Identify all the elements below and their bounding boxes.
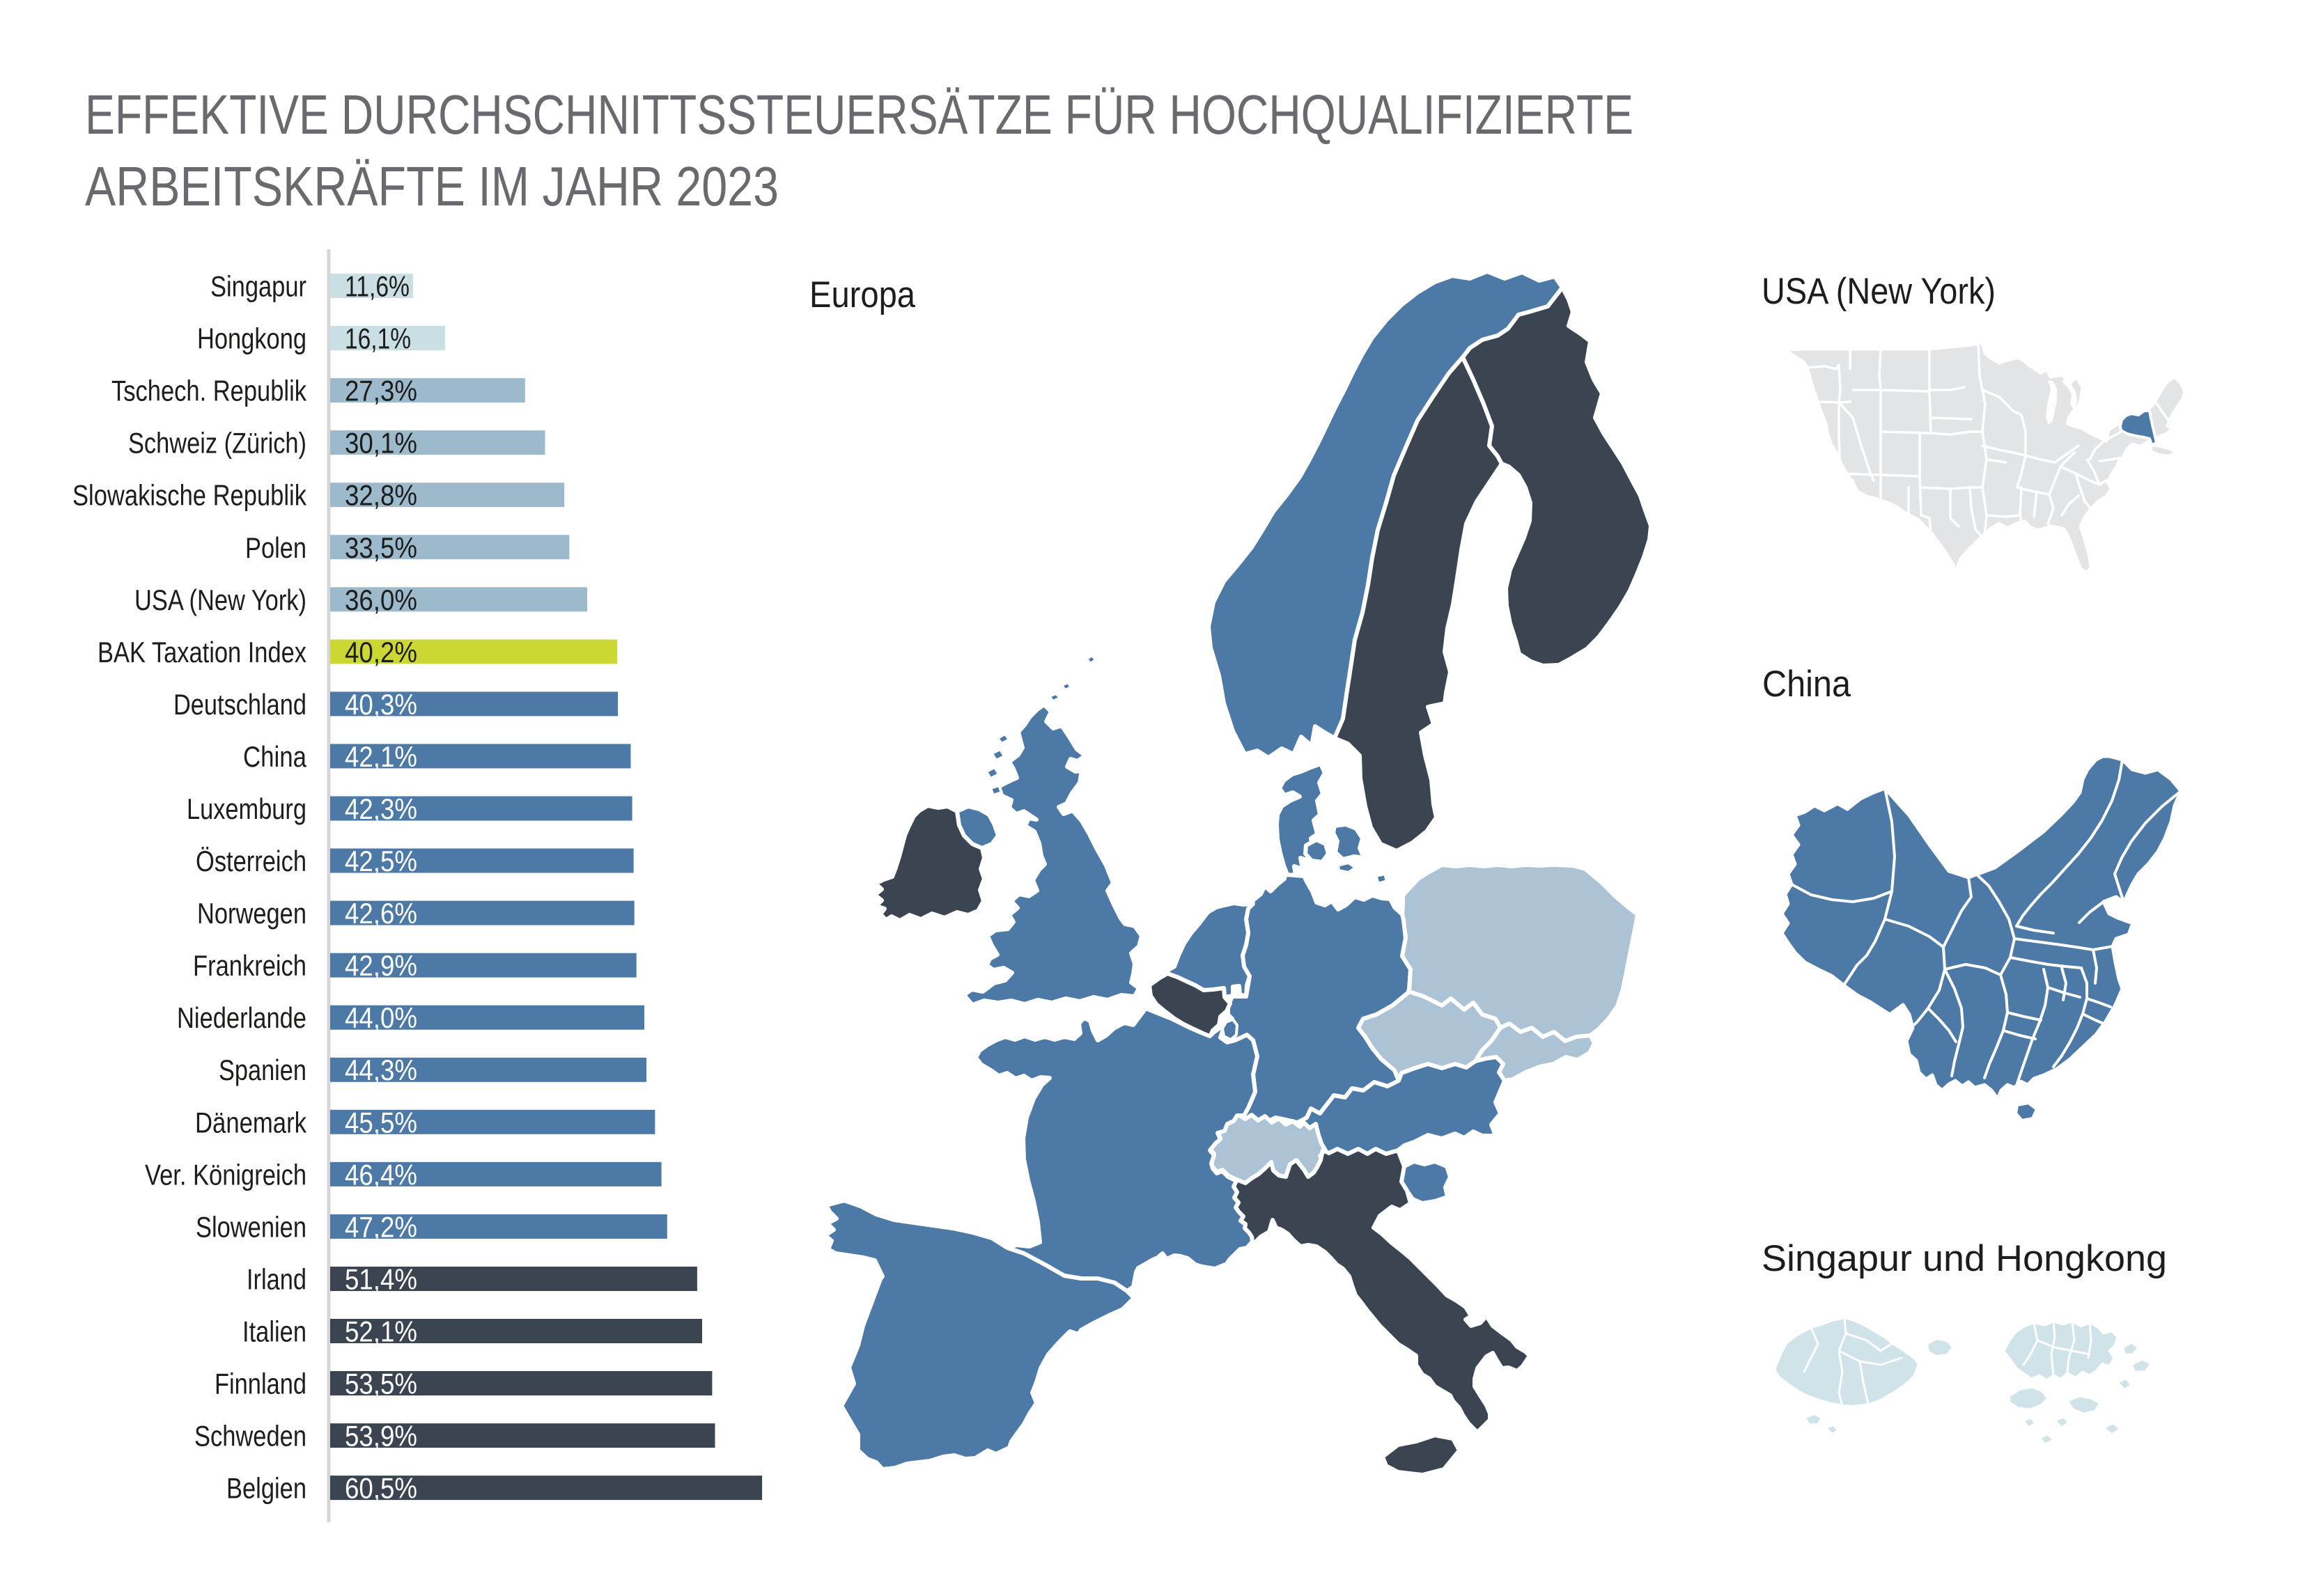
svg-text:Slowakische Republik: Slowakische Republik	[72, 479, 307, 512]
svg-text:Österreich: Österreich	[196, 845, 306, 877]
svg-text:EFFEKTIVE DURCHSCHNITTSSTEUERS: EFFEKTIVE DURCHSCHNITTSSTEUERSÄTZE FÜR H…	[85, 84, 1633, 146]
svg-text:Norwegen: Norwegen	[197, 897, 306, 930]
svg-text:Hongkong: Hongkong	[197, 322, 306, 355]
svg-text:Irland: Irland	[247, 1263, 306, 1296]
svg-text:30,1%: 30,1%	[345, 427, 417, 460]
svg-text:36,0%: 36,0%	[345, 584, 417, 616]
svg-text:Frankreich: Frankreich	[193, 949, 306, 982]
svg-text:BAK Taxation Index: BAK Taxation Index	[98, 636, 306, 668]
svg-text:44,0%: 44,0%	[345, 1001, 417, 1034]
svg-text:Finnland: Finnland	[215, 1368, 306, 1400]
svg-text:42,6%: 42,6%	[345, 897, 417, 930]
svg-text:53,9%: 53,9%	[345, 1420, 417, 1453]
svg-text:47,2%: 47,2%	[345, 1210, 417, 1243]
svg-text:Polen: Polen	[245, 531, 306, 564]
svg-text:52,1%: 52,1%	[345, 1315, 417, 1348]
svg-text:Deutschland: Deutschland	[173, 688, 306, 721]
svg-text:44,3%: 44,3%	[345, 1054, 417, 1086]
svg-text:42,3%: 42,3%	[345, 792, 417, 825]
svg-text:46,4%: 46,4%	[345, 1158, 417, 1191]
svg-text:USA (New York): USA (New York)	[1762, 271, 1996, 312]
svg-text:Schweden: Schweden	[194, 1420, 306, 1453]
svg-text:ARBEITSKRÄFTE IM JAHR 2023: ARBEITSKRÄFTE IM JAHR 2023	[85, 155, 779, 217]
svg-text:27,3%: 27,3%	[345, 375, 417, 407]
svg-text:42,5%: 42,5%	[345, 845, 417, 877]
svg-text:60,5%: 60,5%	[345, 1472, 417, 1505]
svg-text:USA (New York): USA (New York)	[134, 584, 306, 616]
svg-text:Italien: Italien	[242, 1315, 306, 1348]
svg-text:Ver. Königreich: Ver. Königreich	[145, 1158, 306, 1191]
svg-text:Slowenien: Slowenien	[196, 1210, 306, 1243]
svg-text:Luxemburg: Luxemburg	[187, 792, 306, 825]
svg-text:Singapur und Hongkong: Singapur und Hongkong	[1762, 1238, 2167, 1279]
svg-text:Europa: Europa	[809, 274, 915, 315]
svg-text:China: China	[1762, 664, 1851, 705]
svg-text:16,1%: 16,1%	[345, 322, 411, 355]
svg-text:Belgien: Belgien	[226, 1472, 306, 1505]
svg-text:51,4%: 51,4%	[345, 1263, 417, 1296]
svg-text:33,5%: 33,5%	[345, 531, 417, 564]
svg-text:42,1%: 42,1%	[345, 740, 417, 773]
svg-text:40,3%: 40,3%	[345, 688, 417, 721]
svg-text:Spanien: Spanien	[219, 1054, 306, 1086]
svg-text:Niederlande: Niederlande	[177, 1001, 306, 1034]
svg-text:53,5%: 53,5%	[345, 1368, 417, 1400]
svg-text:Dänemark: Dänemark	[195, 1106, 307, 1139]
svg-text:42,9%: 42,9%	[345, 949, 417, 982]
svg-text:11,6%: 11,6%	[345, 270, 410, 303]
svg-text:Schweiz (Zürich): Schweiz (Zürich)	[128, 427, 306, 460]
svg-text:Tschech. Republik: Tschech. Republik	[111, 375, 307, 407]
svg-text:32,8%: 32,8%	[345, 479, 417, 512]
svg-text:Singapur: Singapur	[210, 270, 306, 303]
svg-text:China: China	[243, 740, 307, 773]
svg-text:40,2%: 40,2%	[345, 636, 417, 668]
svg-text:45,5%: 45,5%	[345, 1106, 417, 1139]
